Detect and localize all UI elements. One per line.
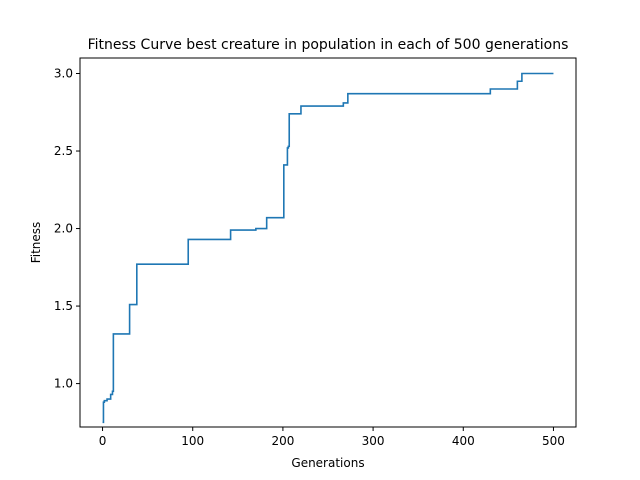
x-tick-label: 0 — [99, 434, 107, 448]
y-axis-label: Fitness — [29, 222, 43, 264]
y-tick-label: 1.5 — [54, 299, 73, 313]
x-tick-label: 500 — [542, 434, 565, 448]
y-tick-label: 1.0 — [54, 377, 73, 391]
fitness-series-line — [102, 72, 554, 424]
y-tick-label: 2.5 — [54, 144, 73, 158]
plot-area — [79, 57, 577, 428]
x-tick-label: 400 — [452, 434, 475, 448]
x-tick-label: 300 — [362, 434, 385, 448]
axis-ticks: 0 100 200 300 400 500 1.0 1.5 2.0 2.5 3.0 — [54, 67, 565, 448]
series-group — [102, 72, 554, 424]
x-tick-label: 200 — [271, 434, 294, 448]
y-tick-label: 2.0 — [54, 222, 73, 236]
y-tick-label: 3.0 — [54, 67, 73, 81]
chart-title: Fitness Curve best creature in populatio… — [88, 37, 569, 53]
x-tick-label: 100 — [181, 434, 204, 448]
x-axis-label: Generations — [291, 456, 364, 470]
